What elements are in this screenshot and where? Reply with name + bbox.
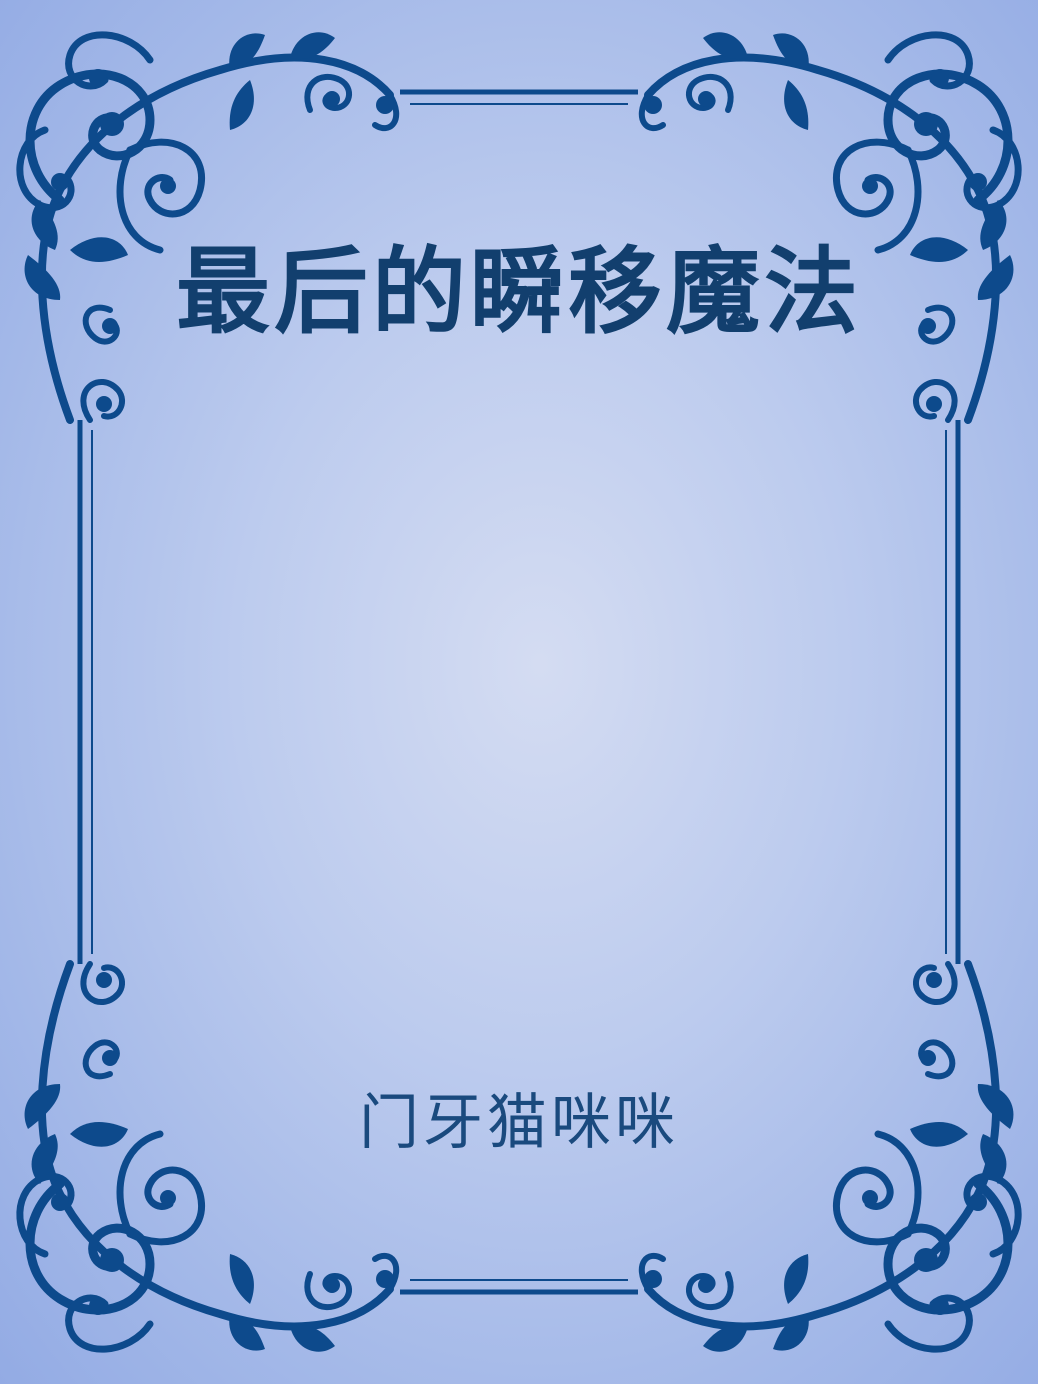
book-title: 最后的瞬移魔法 <box>175 237 862 347</box>
book-author: 门牙猫咪咪 <box>359 1088 679 1158</box>
